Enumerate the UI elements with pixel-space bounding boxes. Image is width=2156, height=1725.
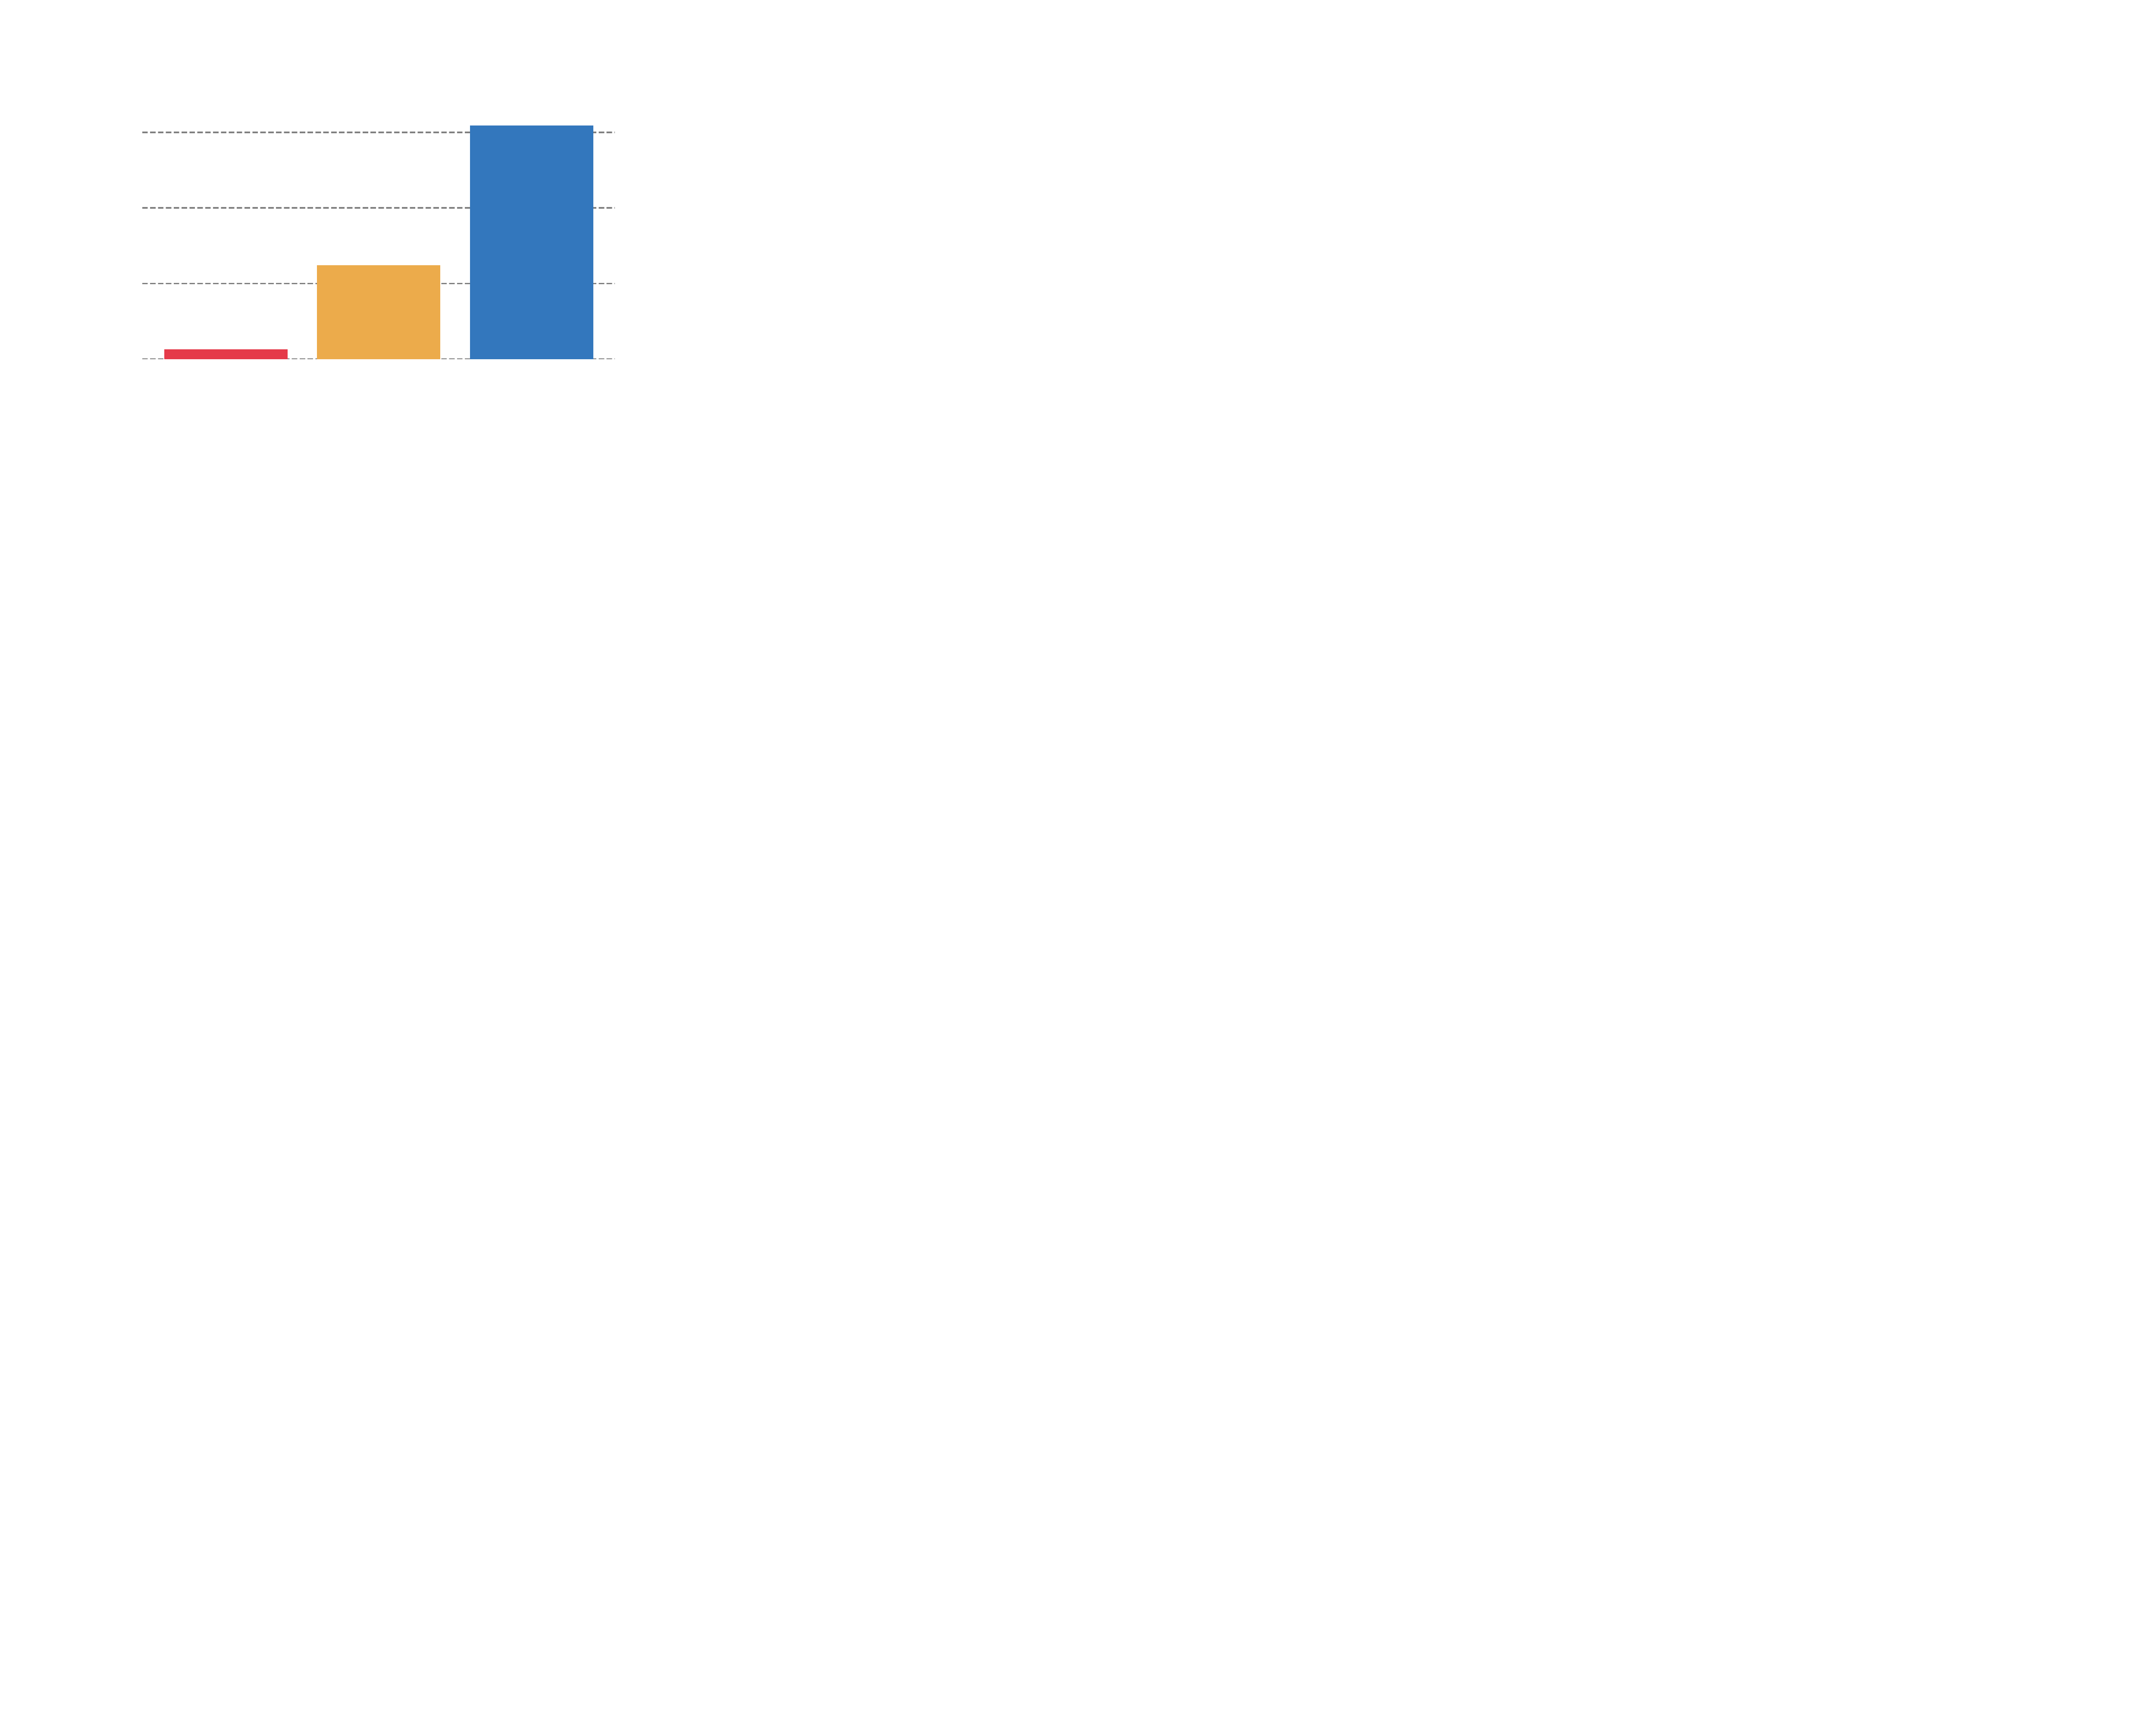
blue-bar [470, 125, 593, 359]
red-bar [164, 349, 288, 359]
gridline [142, 207, 615, 209]
bar-chart [0, 0, 647, 431]
gridline [142, 132, 615, 133]
orange-bar [317, 265, 441, 359]
